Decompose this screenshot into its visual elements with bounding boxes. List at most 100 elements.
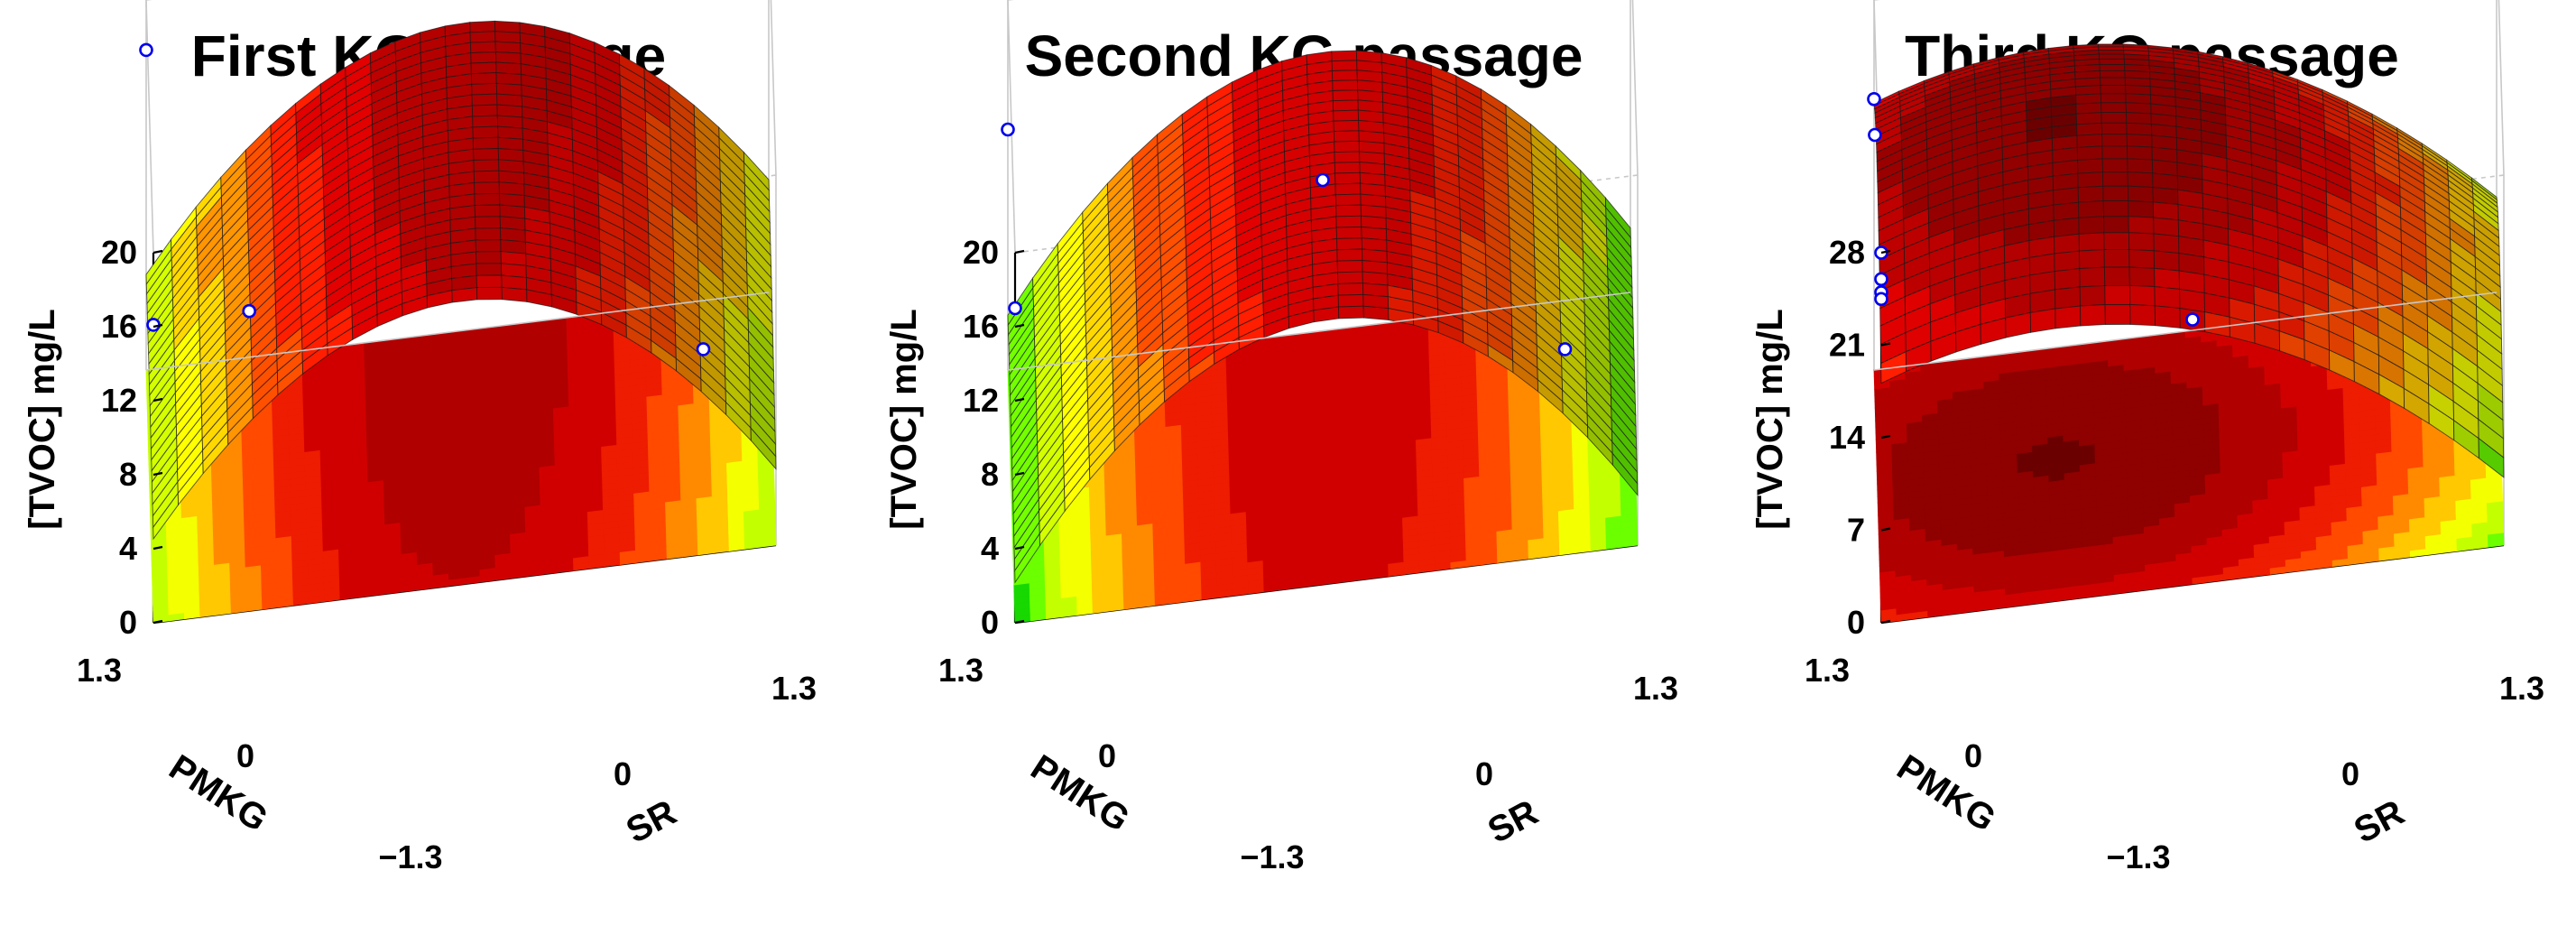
sr-axis-label: SR	[620, 792, 683, 851]
z-tick-label: 8	[981, 456, 999, 493]
z-axis-label: [TVOC] mg/L	[23, 309, 62, 529]
surface-cell	[494, 20, 521, 33]
surface-cell	[1335, 204, 1362, 218]
surface-cell	[471, 93, 498, 106]
surface-cell	[474, 204, 501, 218]
pmkg-axis-label: PMKG	[162, 747, 275, 839]
surface-cell	[475, 251, 502, 264]
z-tick-label: 12	[963, 382, 999, 419]
surface-cell	[1331, 50, 1358, 62]
pmkg-axis-label: PMKG	[1024, 747, 1137, 839]
surface-cell	[475, 239, 502, 253]
surface-cell	[470, 72, 497, 85]
surface-cell	[1336, 248, 1363, 262]
sr-axis-label: SR	[1482, 792, 1545, 851]
sr-tick-label: 0	[1475, 755, 1493, 792]
surface-cell	[1335, 215, 1362, 228]
surface-cell	[1331, 69, 1358, 81]
data-point	[1557, 342, 1573, 357]
surface-cell	[469, 31, 496, 43]
surface-cell	[1337, 293, 1364, 308]
surface-cell	[473, 170, 500, 183]
surface-cell	[1336, 237, 1362, 251]
surface-cell	[501, 286, 528, 302]
surface-cell	[1334, 140, 1361, 153]
surface-cell	[476, 286, 503, 301]
z-axis-label: [TVOC] mg/L	[884, 309, 924, 529]
surface-cell	[472, 125, 499, 139]
data-point	[1001, 122, 1015, 137]
pmkg-tick-label: 1.3	[77, 652, 122, 689]
surface-cell	[1332, 79, 1359, 91]
surface-cell	[1332, 89, 1359, 102]
box-edge	[770, 0, 777, 545]
z-tick-label: 12	[101, 382, 137, 419]
surface-cell	[469, 41, 496, 54]
surface-cell	[494, 41, 522, 54]
z-tick-label: 8	[119, 456, 137, 493]
surface-cell	[475, 263, 503, 276]
sr-tick-label: 0	[614, 755, 632, 792]
surface-cell	[474, 192, 501, 207]
surface-cell	[494, 51, 522, 65]
z-tick-label: 4	[981, 530, 999, 567]
z-tick-label: 20	[963, 234, 999, 271]
surface-cell	[471, 82, 498, 96]
pmkg-tick-label: −1.3	[1240, 838, 1304, 875]
data-point	[146, 318, 161, 332]
surface-cell	[472, 136, 499, 150]
pmkg-tick-label: −1.3	[378, 838, 442, 875]
surface-cell	[475, 227, 502, 241]
surface-cell	[495, 72, 522, 86]
surface-cell	[472, 115, 499, 128]
surface-cell	[475, 216, 501, 229]
data-point	[696, 342, 711, 357]
surface-cell	[1333, 109, 1360, 122]
surface-cell	[473, 148, 500, 161]
surface-cell	[1333, 130, 1360, 143]
surface-cell	[470, 51, 497, 64]
surface-cell	[495, 61, 522, 75]
surface-cell	[475, 274, 503, 289]
surface-cell	[1334, 171, 1362, 185]
surface-cell	[1334, 193, 1362, 207]
z-tick-mark	[152, 249, 163, 255]
sr-tick-label: 1.3	[1633, 670, 1678, 707]
surface-cell	[474, 181, 500, 195]
surface-cell	[1334, 182, 1362, 196]
surface-cell	[469, 20, 496, 33]
box-back-wall	[145, 0, 770, 370]
surface-cell	[1333, 119, 1360, 133]
surface-cell	[1337, 282, 1364, 296]
surface-cell	[1331, 60, 1358, 71]
z-tick-label: 0	[119, 604, 137, 641]
data-point	[1008, 301, 1022, 316]
surface-cell	[494, 31, 522, 44]
pmkg-tick-label: 1.3	[938, 652, 983, 689]
surface-cell	[1332, 99, 1359, 112]
z-tick-label: 20	[101, 234, 137, 271]
pmkg-tick-label: 0	[1098, 737, 1116, 774]
surface-cell	[470, 61, 497, 75]
surface-cell	[1335, 226, 1362, 239]
sr-tick-label: 1.3	[771, 670, 817, 707]
surface-cell	[1336, 260, 1363, 273]
box-edge	[145, 0, 154, 254]
surface-cell	[451, 287, 478, 303]
z-tick-label: 16	[101, 308, 137, 345]
surface-cell	[1337, 271, 1363, 284]
z-tick-label: 4	[119, 530, 137, 567]
pmkg-tick-label: 0	[236, 737, 254, 774]
data-point	[242, 303, 257, 319]
z-tick-label: 0	[981, 604, 999, 641]
z-tick-label: 16	[963, 308, 999, 345]
data-point	[139, 42, 153, 58]
surface-cell	[1334, 162, 1361, 174]
surface-cell	[1334, 151, 1361, 163]
surface-cell	[1362, 305, 1390, 320]
